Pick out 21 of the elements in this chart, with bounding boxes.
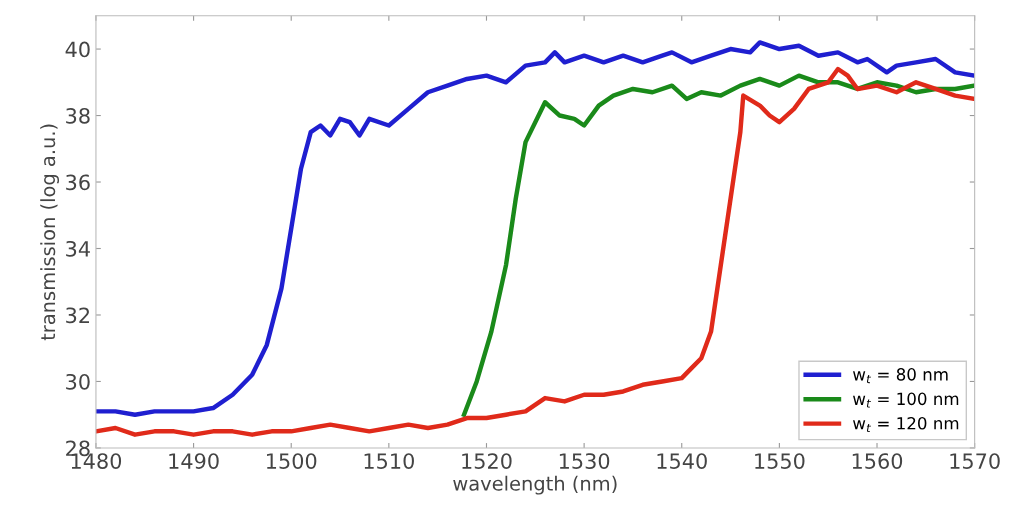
y-tick-label: 38 (66, 107, 90, 124)
y-tick-label: 36 (66, 174, 90, 191)
x-tick-label: 1570 (950, 453, 1000, 469)
y-axis-title: transmission (log a.u.) (40, 124, 60, 341)
x-tick-label: 1500 (266, 453, 317, 469)
line-series (461, 73, 975, 417)
x-tick-label: 1520 (462, 453, 512, 469)
legend-label: w$_{t}$ = 100 nm (853, 392, 959, 408)
x-tick-label: 1510 (364, 453, 414, 469)
x-tick-label: 1490 (169, 453, 219, 469)
x-tick-label: 1540 (657, 453, 707, 469)
x-axis-title: wavelength (nm) (453, 475, 617, 495)
y-tick-label: 30 (66, 373, 90, 390)
legend-label: w$_{t}$ = 120 nm (853, 416, 959, 433)
y-tick-label: 40 (65, 41, 90, 58)
legend-label: w$_{t}$ = 80 nm (853, 368, 948, 384)
x-tick-label: 1550 (755, 453, 805, 469)
x-tick-label: 1530 (559, 453, 610, 469)
y-tick-label: 32 (66, 307, 89, 324)
y-tick-label: 34 (66, 240, 90, 257)
x-tick-label: 1560 (852, 453, 903, 469)
